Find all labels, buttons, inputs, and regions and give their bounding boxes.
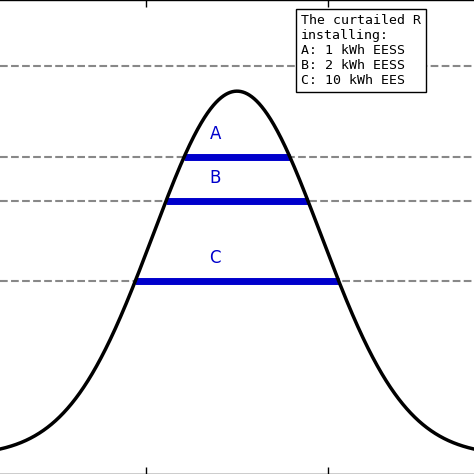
Text: C: C bbox=[210, 249, 221, 267]
Text: A: A bbox=[210, 125, 221, 143]
Text: The curtailed R
installing:
A: 1 kWh EESS
B: 2 kWh EESS
C: 10 kWh EES: The curtailed R installing: A: 1 kWh EES… bbox=[301, 14, 421, 87]
Text: B: B bbox=[210, 169, 221, 187]
